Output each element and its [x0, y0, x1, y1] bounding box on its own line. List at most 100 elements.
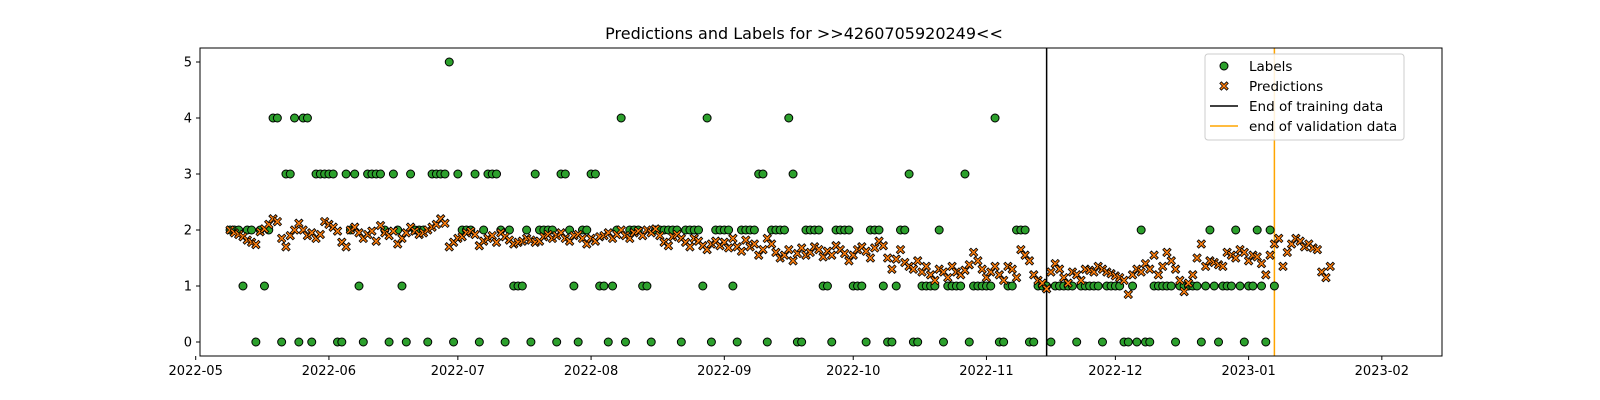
prediction-point — [930, 275, 940, 286]
prediction-point — [861, 246, 871, 257]
prediction-point — [367, 226, 377, 236]
prediction-point — [1175, 275, 1185, 286]
y-tick-label: 4 — [184, 112, 192, 127]
label-point — [616, 113, 626, 123]
x-tick-label: 2022-12 — [1088, 364, 1142, 379]
prediction-point — [272, 216, 283, 227]
label-point — [1235, 281, 1245, 291]
prediction-point — [491, 237, 502, 248]
prediction-point — [1312, 244, 1323, 255]
label-point — [1166, 281, 1176, 291]
prediction-point — [908, 264, 919, 274]
prediction-point — [998, 275, 1009, 286]
prediction-point — [921, 261, 932, 272]
label-point — [522, 225, 532, 235]
prediction-point — [1054, 264, 1065, 274]
label-point — [401, 337, 411, 347]
prediction-point — [1170, 264, 1181, 274]
label-point — [358, 337, 368, 347]
label-point — [290, 113, 300, 123]
prediction-point — [1196, 239, 1207, 249]
label-point — [1123, 337, 1133, 347]
label-point — [784, 113, 794, 123]
prediction-point — [741, 235, 751, 245]
prediction-point — [895, 244, 906, 255]
label-point — [1093, 281, 1103, 291]
legend-training-text: End of training data — [1249, 99, 1383, 115]
legend-box — [1204, 53, 1405, 141]
prediction-point — [1179, 286, 1189, 297]
label-point — [706, 337, 716, 347]
label-point — [749, 225, 759, 235]
label-point — [1097, 337, 1107, 347]
prediction-point — [973, 256, 983, 266]
label-point — [1046, 337, 1056, 347]
label-point — [642, 281, 652, 291]
predictions-series — [225, 214, 1336, 300]
prediction-point — [1119, 275, 1129, 286]
x-tick-label: 2022-11 — [959, 364, 1013, 379]
label-point — [758, 169, 768, 179]
label-point — [272, 113, 282, 123]
prediction-point — [1282, 247, 1293, 258]
label-point — [582, 225, 592, 235]
label-point — [964, 337, 974, 347]
prediction-point — [990, 261, 1000, 272]
prediction-point — [1265, 250, 1275, 260]
prediction-point — [723, 243, 734, 253]
prediction-point — [1157, 261, 1168, 272]
prediction-point — [1011, 272, 1022, 283]
label-point — [302, 113, 312, 123]
prediction-point — [964, 259, 975, 270]
label-point — [526, 337, 536, 347]
label-point — [1226, 281, 1236, 291]
prediction-point — [758, 244, 768, 255]
prediction-point — [251, 239, 261, 250]
y-tick-label: 2 — [184, 224, 192, 239]
label-point — [453, 169, 463, 179]
x-tick-label: 2022-05 — [169, 364, 223, 379]
label-point — [960, 169, 970, 179]
label-point — [1029, 337, 1039, 347]
label-point — [844, 225, 854, 235]
prediction-point — [1046, 267, 1056, 277]
label-point — [857, 281, 867, 291]
label-point — [1201, 281, 1211, 291]
legend-predictions-text: Predictions — [1249, 79, 1323, 95]
legend-labels-text: Labels — [1249, 59, 1292, 75]
label-point — [560, 169, 570, 179]
label-point — [891, 281, 901, 291]
label-point — [603, 337, 613, 347]
prediction-point — [749, 239, 760, 249]
plot-frame — [199, 47, 1443, 357]
label-point — [1261, 337, 1271, 347]
prediction-point — [315, 229, 326, 240]
label-point — [913, 337, 923, 347]
prediction-point — [1187, 270, 1198, 280]
label-point — [285, 169, 295, 179]
label-point — [1020, 225, 1030, 235]
prediction-point — [968, 247, 979, 258]
prediction-point — [294, 218, 304, 229]
label-point — [590, 169, 600, 179]
label-point — [1252, 225, 1262, 235]
label-point — [388, 169, 398, 179]
label-point — [1269, 281, 1279, 291]
x-tick-label: 2022-10 — [826, 364, 880, 379]
x-axis: 2022-05 2022-06 2022-07 2022-08 2022-09 2022-… — [169, 356, 1409, 379]
label-point — [762, 337, 772, 347]
chart-title: Predictions and Labels for >>42607059202… — [605, 24, 1003, 43]
label-point — [552, 337, 562, 347]
prediction-point — [470, 229, 480, 240]
label-point — [732, 337, 742, 347]
label-point — [1128, 281, 1138, 291]
prediction-point — [784, 244, 794, 255]
prediction-point — [1149, 250, 1159, 260]
prediction-point — [1041, 284, 1052, 294]
label-point — [384, 337, 394, 347]
prediction-point — [1024, 256, 1035, 266]
label-point — [900, 225, 910, 235]
prediction-point — [943, 272, 953, 283]
label-point — [999, 337, 1009, 347]
